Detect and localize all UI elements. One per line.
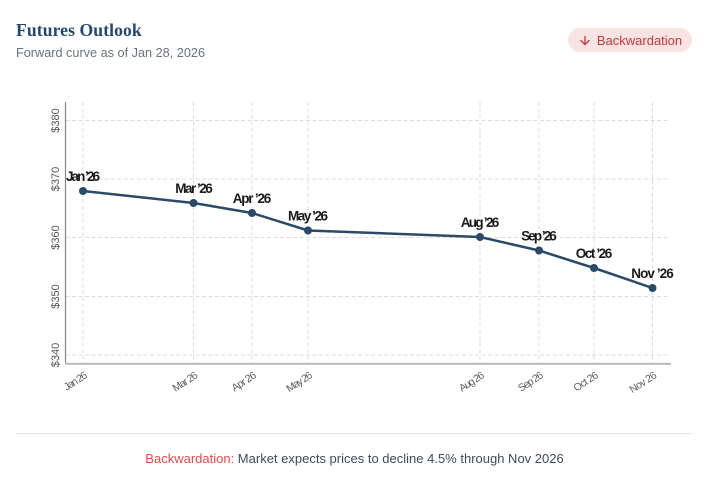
svg-text:Nov ’26: Nov ’26 <box>631 266 674 281</box>
svg-text:May ’26: May ’26 <box>288 209 328 224</box>
svg-text:$380: $380 <box>50 108 62 132</box>
svg-text:Apr 26: Apr 26 <box>229 369 258 394</box>
svg-text:Mar 26: Mar 26 <box>171 369 201 394</box>
svg-text:$350: $350 <box>50 284 62 308</box>
svg-text:Mar ’26: Mar ’26 <box>175 181 213 196</box>
svg-text:May 26: May 26 <box>284 369 315 395</box>
svg-text:Aug 26: Aug 26 <box>457 369 487 394</box>
svg-text:Sep 26: Sep 26 <box>516 369 546 394</box>
svg-text:Jan 26: Jan 26 <box>62 369 90 393</box>
svg-text:Nov 26: Nov 26 <box>627 369 659 395</box>
svg-text:$360: $360 <box>50 225 62 249</box>
svg-text:Oct ’26: Oct ’26 <box>576 246 613 261</box>
svg-text:$340: $340 <box>50 343 62 367</box>
svg-text:Oct 26: Oct 26 <box>571 369 600 394</box>
svg-text:Aug ’26: Aug ’26 <box>461 215 500 230</box>
svg-text:Jan ’26: Jan ’26 <box>66 169 100 184</box>
svg-text:Apr ’26: Apr ’26 <box>233 191 272 206</box>
svg-text:$370: $370 <box>50 167 62 191</box>
svg-text:Sep ’26: Sep ’26 <box>521 229 557 244</box>
